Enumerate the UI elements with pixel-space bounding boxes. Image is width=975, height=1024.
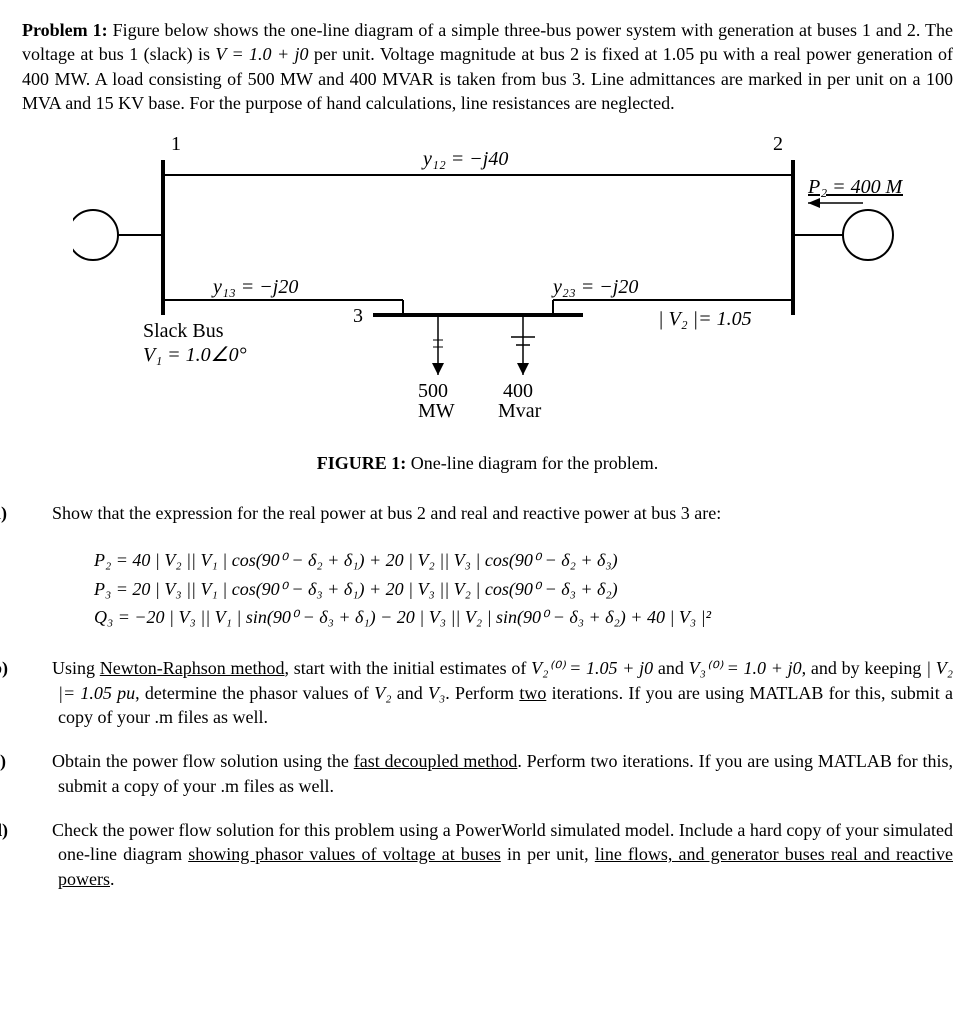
part-b-v3: V₃⁽⁰⁾ = 1.0 + j0 xyxy=(689,658,802,678)
figure-caption-bold: FIGURE 1: xyxy=(317,453,407,473)
part-b-t7: . Perform xyxy=(445,683,519,703)
part-b-t3: and xyxy=(653,658,688,678)
part-d-t3: . xyxy=(110,869,115,889)
problem-intro: Problem 1: Figure below shows the one-li… xyxy=(22,18,953,115)
load-q-arrowhead xyxy=(517,363,529,375)
problem-label: Problem 1: xyxy=(22,20,108,40)
load-q-value: 400 xyxy=(503,380,533,402)
part-b-sym1: V₂ xyxy=(374,683,391,703)
eq-p3: P₃ = 20 | V₃ || V₁ | cos(90⁰ − δ₃ + δ₁) … xyxy=(94,575,953,604)
gen2-circle xyxy=(843,210,893,260)
y12-label: y₁₂ = −j40 xyxy=(421,148,508,170)
part-b-t4: , and by keeping xyxy=(802,658,926,678)
diagram-svg: 1 2 y₁₂ = −j40 P₂ = 400 MW 3 y₁₃ = −j20 … xyxy=(73,125,903,445)
part-b-sym2: V₃ xyxy=(428,683,445,703)
part-d-u1: showing phasor values of voltage at buse… xyxy=(188,844,501,864)
part-b-u2: two xyxy=(519,683,546,703)
part-b-v2: V₂⁽⁰⁾ = 1.05 + j0 xyxy=(531,658,653,678)
part-b-t2: , start with the initial estimates of xyxy=(284,658,531,678)
p2-label: P₂ = 400 MW xyxy=(807,176,903,198)
part-c-t1: Obtain the power flow solution using the xyxy=(52,751,354,771)
figure-caption-text: One-line diagram for the problem. xyxy=(406,453,658,473)
part-c: (c)Obtain the power flow solution using … xyxy=(22,749,953,798)
load-p-unit: MW xyxy=(418,400,455,422)
part-c-tag: (c) xyxy=(22,749,52,773)
slack-label-1: Slack Bus xyxy=(143,320,224,342)
load-q-unit: Mvar xyxy=(498,400,542,422)
v2-mag-label: | V₂ |= 1.05 xyxy=(658,308,752,330)
part-a: (a)Show that the expression for the real… xyxy=(22,501,953,525)
slack-label-2: V₁ = 1.0∠0° xyxy=(143,344,247,366)
part-a-tag: (a) xyxy=(22,501,52,525)
eq-q3: Q₃ = −20 | V₃ || V₁ | sin(90⁰ − δ₃ + δ₁)… xyxy=(94,603,953,632)
one-line-diagram: 1 2 y₁₂ = −j40 P₂ = 400 MW 3 y₁₃ = −j20 … xyxy=(22,125,953,445)
part-b-t1: Using xyxy=(52,658,100,678)
part-b-t6: and xyxy=(391,683,428,703)
part-b: (b)Using Newton-Raphson method, start wi… xyxy=(22,656,953,729)
parts-list: (a)Show that the expression for the real… xyxy=(22,501,953,890)
part-b-t5: , determine the phasor values of xyxy=(135,683,374,703)
part-d: (d)Check the power flow solution for thi… xyxy=(22,818,953,891)
bus1-label: 1 xyxy=(171,133,181,155)
load-p-value: 500 xyxy=(418,380,448,402)
bus3-label: 3 xyxy=(353,305,363,327)
part-b-tag: (b) xyxy=(22,656,52,680)
part-a-equations: P₂ = 40 | V₂ || V₁ | cos(90⁰ − δ₂ + δ₁) … xyxy=(94,546,953,632)
part-b-u1: Newton-Raphson method xyxy=(100,658,285,678)
intro-equation: V = 1.0 + j0 xyxy=(215,44,308,64)
part-a-text: Show that the expression for the real po… xyxy=(52,503,721,523)
bus2-label: 2 xyxy=(773,133,783,155)
p2-arrowhead xyxy=(808,198,820,208)
figure-caption: FIGURE 1: One-line diagram for the probl… xyxy=(22,451,953,475)
y13-label: y₁₃ = −j20 xyxy=(211,276,298,298)
gen1-circle xyxy=(73,210,118,260)
load-p-arrowhead xyxy=(432,363,444,375)
part-d-tag: (d) xyxy=(22,818,52,842)
part-d-t2: in per unit, xyxy=(501,844,595,864)
y23-label: y₂₃ = −j20 xyxy=(551,276,638,298)
eq-p2: P₂ = 40 | V₂ || V₁ | cos(90⁰ − δ₂ + δ₁) … xyxy=(94,546,953,575)
part-c-u1: fast decoupled method xyxy=(354,751,518,771)
